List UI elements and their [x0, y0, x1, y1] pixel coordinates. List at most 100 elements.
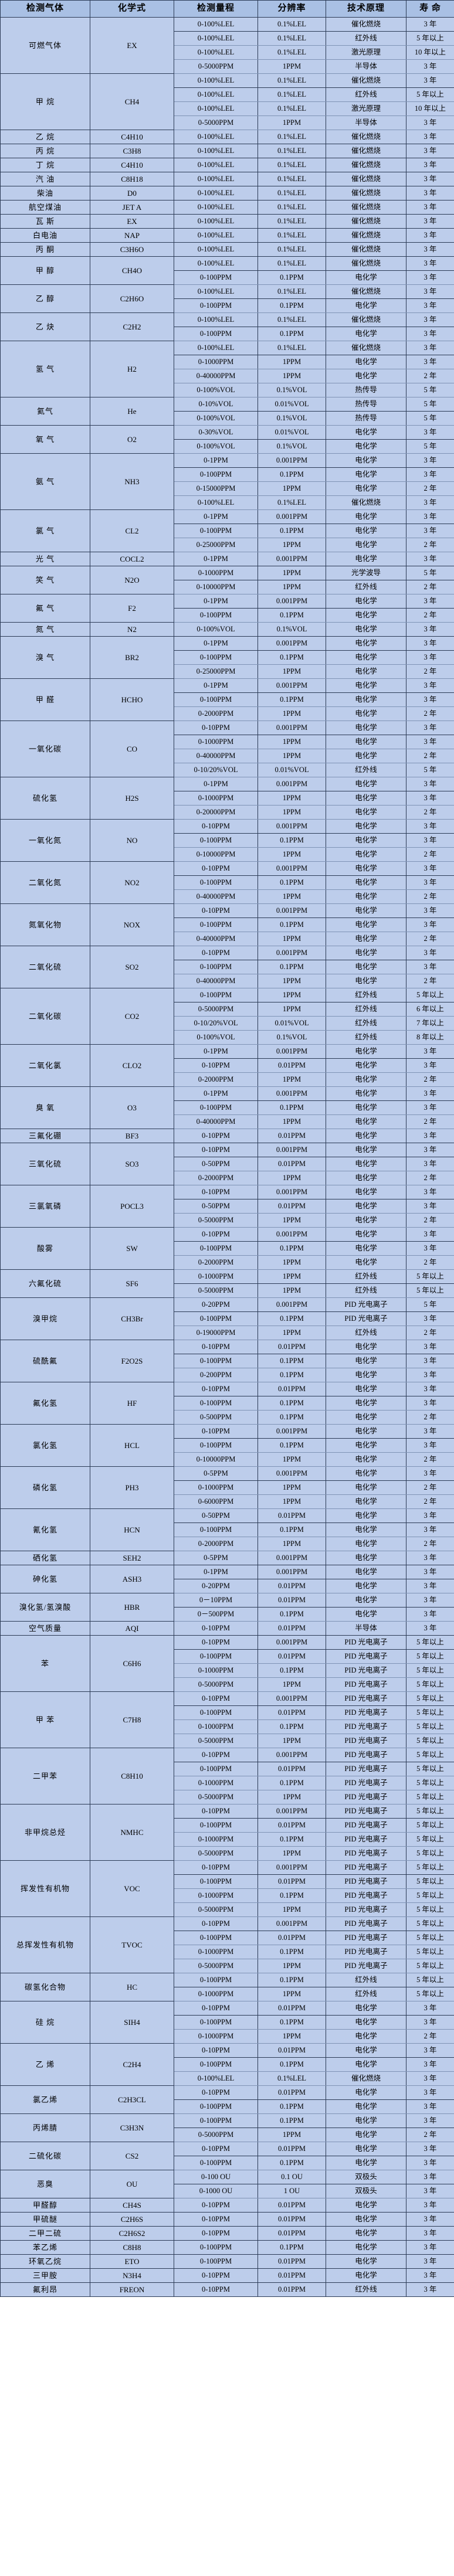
- cell-detection-range: 0-100PPM: [174, 1100, 258, 1115]
- table-row: 甲 烷 CH4 0-100%LEL 0.1%LEL 催化燃烧 3 年: [0, 73, 454, 130]
- cell-technology-principle: 电化学: [326, 1537, 406, 1551]
- cell-lifetime: 3 年: [406, 158, 454, 172]
- table-row: 0-100PPM 0.1PPM 电化学 3 年: [1, 833, 454, 848]
- table-row: 笑 气 N2O 0-1000PPM 1PPM 光学波导 5 年: [0, 566, 454, 594]
- table-row: 三氟化硼 BF3 0-10PPM 0.01PPM 电化学 3 年: [0, 1129, 454, 1143]
- cell-resolution: 0.1PPM: [258, 917, 326, 932]
- table-row: 0-100PPM 0.1PPM 电化学 3 年: [1, 917, 454, 932]
- cell-detection-range: 0-5000PPM: [174, 2128, 258, 2142]
- cell-detection-range: 0-10PPM: [174, 1185, 258, 1199]
- column-header-gas: 检测气体: [0, 0, 90, 18]
- cell-resolution: 0.01PPM: [258, 2226, 326, 2241]
- cell-resolution: 0.01PPM: [258, 1129, 326, 1143]
- cell-chemical-formula: NO: [90, 819, 174, 862]
- cell-resolution: 0.1%LEL: [258, 341, 326, 355]
- cell-technology-principle: 电化学: [326, 1438, 406, 1453]
- cell-resolution: 0.01PPM: [258, 2268, 326, 2283]
- cell-lifetime: 3 年: [406, 2282, 454, 2297]
- table-row: 二氧化氯 CLO2 0-1PPM 0.001PPM 电化学 3 年: [0, 1044, 454, 1087]
- cell-resolution: 0.1PPM: [258, 692, 326, 707]
- cell-technology-principle: 电化学: [326, 1114, 406, 1129]
- cell-detection-range: 0-5000PPM: [174, 1677, 258, 1692]
- table-row: 臭 氧 O3 0-1PPM 0.001PPM 电化学 3 年: [0, 1086, 454, 1129]
- cell-gas-name: 溴甲烷: [0, 1297, 90, 1340]
- cell-resolution: 1PPM: [258, 1002, 326, 1017]
- cell-resolution: 0.001PPM: [258, 861, 326, 876]
- cell-detection-range: 0-100PPM: [174, 2099, 258, 2114]
- table-row: 0-1000PPM 0.1PPM PID 光电离子 5 年以上: [1, 1888, 454, 1903]
- cell-gas-name: 环氧乙烷: [0, 2254, 90, 2269]
- cell-lifetime: 5 年: [406, 1297, 454, 1312]
- cell-gas-name: 笑 气: [0, 566, 90, 594]
- cell-resolution: 1PPM: [258, 847, 326, 862]
- cell-detection-range: 0-2000PPM: [174, 1171, 258, 1185]
- cell-technology-principle: PID 光电离子: [326, 1790, 406, 1804]
- cell-resolution: 1PPM: [258, 1114, 326, 1129]
- cell-technology-principle: 电化学: [326, 2240, 406, 2255]
- cell-technology-principle: 催化燃烧: [326, 144, 406, 158]
- cell-lifetime: 2 年: [406, 538, 454, 552]
- cell-gas-name: 汽 油: [0, 172, 90, 186]
- cell-chemical-formula: NAP: [90, 228, 174, 243]
- cell-lifetime: 3 年: [406, 2268, 454, 2283]
- cell-resolution: 0.1%LEL: [258, 144, 326, 158]
- cell-lifetime: 3 年: [406, 1565, 454, 1579]
- table-row: 0-10/20%VOL 0.01%VOL 红外线 7 年以上: [1, 1016, 454, 1031]
- table-row: 磷化氢 PH3 0-5PPM 0.001PPM 电化学 3 年: [0, 1466, 454, 1509]
- cell-detection-range: 0-100%LEL: [174, 172, 258, 186]
- cell-lifetime: 3 年: [406, 312, 454, 327]
- cell-gas-name: 氯 气: [0, 509, 90, 552]
- cell-detection-range: 0-100PPM: [174, 1438, 258, 1453]
- cell-technology-principle: 电化学: [326, 1494, 406, 1509]
- cell-lifetime: 3 年: [406, 1424, 454, 1439]
- cell-gas-name: 氟 气: [0, 594, 90, 623]
- table-row: 0-100PPM 0.1PPM 电化学 3 年: [1, 1100, 454, 1115]
- cell-lifetime: 5 年以上: [406, 1635, 454, 1650]
- cell-lifetime: 5 年: [406, 439, 454, 454]
- table-row: 0-19000PPM 1PPM 红外线 2 年: [1, 1326, 454, 1340]
- cell-detection-range: 0-19000PPM: [174, 1326, 258, 1340]
- cell-resolution: 0.1%LEL: [258, 256, 326, 271]
- cell-technology-principle: 电化学: [326, 917, 406, 932]
- cell-resolution: 0.01PPM: [258, 2043, 326, 2058]
- cell-lifetime: 2 年: [406, 932, 454, 946]
- table-row: 氮氧化物 NOX 0-10PPM 0.001PPM 电化学 3 年: [0, 903, 454, 946]
- cell-resolution: 0.001PPM: [258, 1551, 326, 1565]
- cell-lifetime: 5 年以上: [406, 1663, 454, 1678]
- cell-technology-principle: PID 光电离子: [326, 1804, 406, 1819]
- cell-technology-principle: 电化学: [326, 1340, 406, 1354]
- cell-lifetime: 3 年: [406, 1368, 454, 1382]
- cell-resolution: 0.1PPM: [258, 1368, 326, 1382]
- cell-resolution: 0.1PPM: [258, 1945, 326, 1959]
- cell-technology-principle: PID 光电离子: [326, 1311, 406, 1326]
- table-row: 三甲胺 N3H4 0-10PPM 0.01PPM 电化学 3 年: [0, 2268, 454, 2283]
- cell-resolution: 0.1PPM: [258, 2099, 326, 2114]
- cell-chemical-formula: C2H3CL: [90, 2085, 174, 2114]
- cell-lifetime: 3 年: [406, 2156, 454, 2170]
- cell-detection-range: 0-100PPM: [174, 692, 258, 707]
- cell-chemical-formula: VOC: [90, 1860, 174, 1917]
- cell-resolution: 0.01PPM: [258, 2254, 326, 2269]
- cell-resolution: 0.1PPM: [258, 1832, 326, 1847]
- cell-technology-principle: 催化燃烧: [326, 312, 406, 327]
- cell-technology-principle: 电化学: [326, 425, 406, 440]
- cell-resolution: 0.01%VOL: [258, 425, 326, 440]
- cell-detection-range: 0-100%LEL: [174, 228, 258, 243]
- cell-resolution: 1PPM: [258, 974, 326, 988]
- cell-lifetime: 3 年: [406, 1551, 454, 1565]
- table-row: 0-2000PPM 1PPM 电化学 2 年: [1, 706, 454, 721]
- cell-resolution: 0.1%VOL: [258, 439, 326, 454]
- table-row: 0-10PPM 0.01PPM 电化学 3 年: [1, 1058, 454, 1073]
- cell-detection-range: 0-100PPM: [174, 1523, 258, 1537]
- cell-resolution: 0.1%LEL: [258, 31, 326, 46]
- cell-chemical-formula: PH3: [90, 1466, 174, 1509]
- cell-lifetime: 5 年以上: [406, 1846, 454, 1861]
- cell-resolution: 0.1PPM: [258, 1410, 326, 1425]
- cell-lifetime: 5 年以上: [406, 1734, 454, 1748]
- cell-gas-name: 丁 烷: [0, 158, 90, 172]
- cell-resolution: 1PPM: [258, 2029, 326, 2044]
- cell-technology-principle: 电化学: [326, 1466, 406, 1481]
- cell-technology-principle: 电化学: [326, 1354, 406, 1368]
- cell-lifetime: 2 年: [406, 1213, 454, 1228]
- table-row: 0-100PPM 0.1PPM 电化学 3 年: [1, 875, 454, 890]
